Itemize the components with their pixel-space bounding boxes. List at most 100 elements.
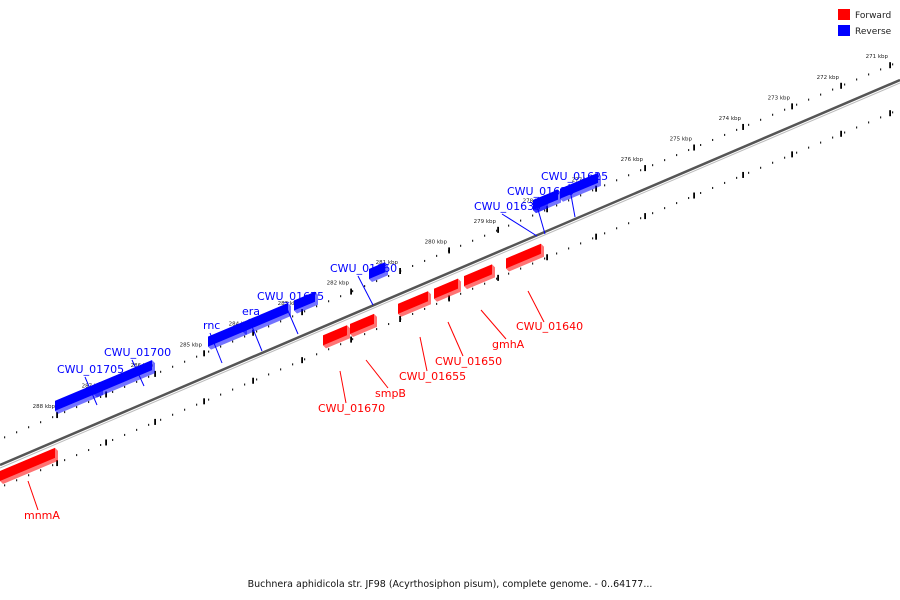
- gene-leader-line: [480, 309, 507, 340]
- gene-box[interactable]: [55, 382, 100, 411]
- track-dot: [424, 307, 426, 310]
- track-dot: [664, 159, 666, 162]
- gene-box[interactable]: [243, 303, 288, 332]
- gene-box[interactable]: [533, 195, 545, 211]
- track-dot: [808, 98, 810, 101]
- gene-label: rnc: [203, 319, 220, 332]
- track-dot: [208, 398, 210, 401]
- scale-tick: [889, 62, 891, 69]
- track-dot: [40, 469, 42, 472]
- track-dot: [832, 136, 834, 139]
- track-dot: [640, 169, 642, 172]
- scale-tick: [154, 370, 156, 377]
- track-dot: [688, 149, 690, 152]
- track-dot: [208, 350, 210, 353]
- track-dot: [136, 428, 138, 431]
- track-dot: [496, 229, 498, 232]
- track-dot: [484, 234, 486, 237]
- track-dot: [508, 272, 510, 275]
- gene-box[interactable]: [323, 325, 347, 346]
- gene-leader-line: [284, 303, 299, 335]
- track-dot: [244, 383, 246, 386]
- gene-box[interactable]: [560, 172, 598, 199]
- scale-tick-lower: [105, 439, 107, 446]
- track-dot: [580, 194, 582, 197]
- track-dot: [700, 144, 702, 146]
- track-dot: [412, 264, 414, 267]
- gene-label: CWU_01660: [330, 262, 397, 275]
- gene-leader-line: [209, 332, 223, 364]
- track-dot: [196, 355, 198, 358]
- tick-label: 285 kbp: [180, 342, 203, 348]
- scale-tick: [791, 103, 793, 110]
- gene-label: CWU_01650: [435, 355, 502, 368]
- track-dot: [220, 345, 222, 348]
- gene-label: CWU_01670: [318, 402, 385, 415]
- tick-label: 276 kbp: [621, 157, 644, 163]
- track-dot: [520, 267, 522, 270]
- track-dot: [556, 252, 558, 255]
- track-dot: [880, 116, 882, 119]
- track-dot: [232, 340, 234, 343]
- scale-tick-lower: [644, 213, 646, 220]
- legend-forward-swatch: [838, 9, 850, 20]
- track-dot: [52, 416, 54, 419]
- track-dot: [16, 431, 18, 434]
- track-dot: [172, 365, 174, 368]
- track-dot: [748, 171, 750, 174]
- track-dot: [592, 237, 594, 240]
- gene-label: CWU_01640: [516, 320, 583, 333]
- tick-label: 275 kbp: [670, 137, 693, 143]
- track-dot: [676, 202, 678, 205]
- track-dot: [880, 68, 882, 71]
- track-dot: [64, 459, 66, 462]
- gene-label: CWU_01635: [474, 200, 541, 213]
- tick-label: 274 kbp: [719, 116, 742, 122]
- track-dot: [196, 403, 198, 406]
- track-dot: [304, 358, 306, 361]
- gene-box[interactable]: [398, 291, 428, 314]
- track-dot: [100, 444, 102, 446]
- gene-box[interactable]: [0, 447, 55, 481]
- track-dot: [544, 257, 546, 260]
- track-dot: [700, 192, 702, 194]
- track-dot: [268, 373, 270, 376]
- scale-tick: [595, 185, 597, 192]
- gene-box[interactable]: [350, 313, 374, 334]
- gene-label: CWU_01655: [399, 370, 466, 383]
- tick-label: 272 kbp: [817, 75, 840, 81]
- gene-box[interactable]: [94, 360, 152, 395]
- track-dot: [124, 433, 126, 436]
- tick-label: 281 kbp: [376, 260, 399, 266]
- gene-box[interactable]: [506, 243, 541, 269]
- gene-box[interactable]: [369, 262, 385, 280]
- gene-label: mnmA: [24, 509, 60, 522]
- track-dot: [232, 388, 234, 391]
- track-dot: [544, 209, 546, 212]
- scale-tick: [56, 412, 58, 419]
- scale-tick-lower: [546, 254, 548, 261]
- gene-box[interactable]: [464, 264, 492, 287]
- gene-leader-line: [131, 359, 145, 387]
- track-dot: [652, 164, 654, 167]
- gene-box[interactable]: [294, 291, 315, 311]
- track-dot: [328, 300, 330, 303]
- track-dot: [88, 449, 90, 452]
- track-dot: [88, 401, 90, 404]
- gene-box[interactable]: [208, 321, 244, 347]
- scale-tick: [301, 309, 303, 316]
- track-dot: [100, 396, 102, 398]
- track-dot: [412, 312, 414, 315]
- track-dot: [760, 166, 762, 169]
- scale-tick-lower: [693, 192, 695, 199]
- track-dot: [76, 454, 78, 457]
- gene-box[interactable]: [434, 278, 458, 299]
- kbp-scale: 271 kbp 272 kbp 273 kbp 274 kbp 275 kbp 276 k…: [33, 54, 891, 467]
- gene-leader-line: [365, 359, 389, 389]
- gene-label: gmhA: [492, 338, 525, 351]
- gene-label: smpB: [375, 387, 406, 400]
- track-dot: [388, 275, 390, 278]
- track-dot: [112, 390, 114, 393]
- track-dot: [328, 348, 330, 351]
